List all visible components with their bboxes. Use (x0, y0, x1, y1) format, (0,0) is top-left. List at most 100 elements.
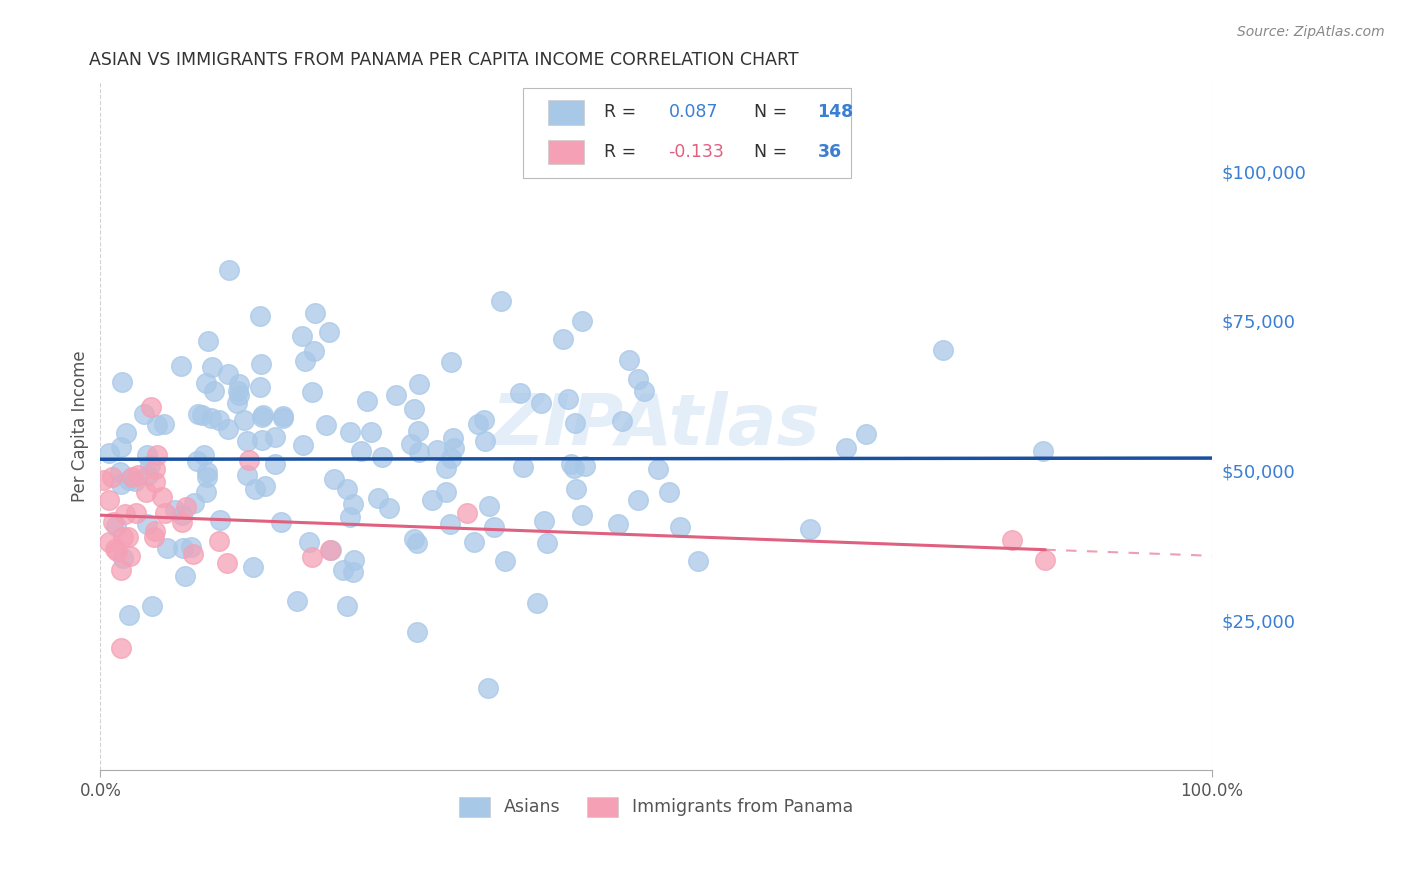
Point (371, 450, 394, 464)
Point (441, 431, 464, 445)
Point (607, 516, 630, 531)
Point (136, 448, 159, 462)
Point (440, 450, 463, 465)
Bar (548, 100, 583, 125)
Point (931, 343, 953, 358)
Point (318, 543, 340, 558)
Point (619, 353, 641, 368)
Point (647, 461, 669, 475)
Point (143, 475, 166, 489)
Point (1032, 443, 1054, 458)
Point (174, 568, 197, 582)
Point (117, 473, 139, 487)
Point (226, 384, 249, 399)
Point (243, 482, 266, 496)
Point (406, 424, 429, 438)
Point (101, 515, 124, 529)
Point (291, 329, 314, 343)
Point (191, 408, 214, 422)
Point (318, 325, 340, 339)
Point (97, 535, 120, 549)
Point (385, 388, 408, 402)
Point (250, 433, 273, 447)
Point (360, 425, 382, 439)
Point (553, 332, 575, 346)
Point (855, 426, 877, 441)
Point (186, 454, 208, 468)
Point (420, 492, 443, 507)
Point (139, 401, 162, 415)
Point (136, 467, 159, 482)
Point (193, 448, 215, 462)
Point (1033, 553, 1056, 567)
Text: 0.087: 0.087 (668, 103, 718, 121)
Text: R =: R = (605, 103, 641, 121)
Point (367, 491, 389, 506)
Point (114, 507, 136, 521)
Point (627, 493, 650, 508)
Point (228, 377, 250, 392)
Point (378, 500, 401, 515)
Point (434, 460, 457, 475)
Point (104, 541, 127, 556)
Point (356, 394, 378, 409)
Point (298, 534, 321, 549)
Point (172, 516, 194, 530)
Point (557, 392, 579, 406)
Point (233, 413, 256, 427)
Point (141, 599, 163, 614)
Point (200, 411, 222, 425)
Text: ASIAN VS IMMIGRANTS FROM PANAMA PER CAPITA INCOME CORRELATION CHART: ASIAN VS IMMIGRANTS FROM PANAMA PER CAPI… (89, 51, 799, 69)
Point (467, 417, 489, 432)
Text: ZIPAtlas: ZIPAtlas (492, 392, 821, 460)
Point (124, 474, 146, 488)
Point (530, 395, 553, 409)
Point (236, 467, 259, 482)
Point (456, 506, 478, 520)
Point (249, 379, 271, 393)
Point (304, 306, 326, 320)
Point (195, 376, 218, 390)
Point (408, 377, 430, 392)
Point (668, 520, 690, 534)
Point (136, 517, 159, 532)
Point (181, 548, 204, 562)
Point (155, 506, 177, 520)
Point (118, 549, 141, 563)
Point (226, 395, 249, 409)
Point (404, 533, 426, 547)
Point (163, 502, 186, 516)
Point (571, 314, 593, 328)
Point (439, 517, 461, 532)
Point (115, 425, 138, 440)
Point (533, 514, 555, 528)
Point (146, 448, 169, 462)
Point (565, 482, 588, 496)
Point (104, 518, 127, 533)
Point (197, 334, 219, 348)
Point (610, 414, 633, 428)
Point (180, 540, 202, 554)
Point (252, 409, 274, 423)
Point (217, 422, 239, 436)
Point (342, 566, 364, 580)
Point (472, 412, 495, 426)
Point (339, 425, 361, 439)
Point (208, 413, 231, 427)
Point (402, 401, 425, 416)
Point (349, 443, 371, 458)
Point (509, 386, 531, 401)
Point (112, 550, 135, 565)
Point (658, 485, 681, 500)
Point (250, 357, 273, 371)
Point (238, 452, 260, 467)
Point (217, 367, 239, 381)
Point (294, 354, 316, 368)
Point (242, 560, 264, 574)
Point (536, 536, 558, 550)
Point (560, 458, 582, 472)
Point (139, 458, 162, 473)
Point (434, 484, 457, 499)
Point (478, 499, 501, 513)
Point (135, 485, 157, 500)
